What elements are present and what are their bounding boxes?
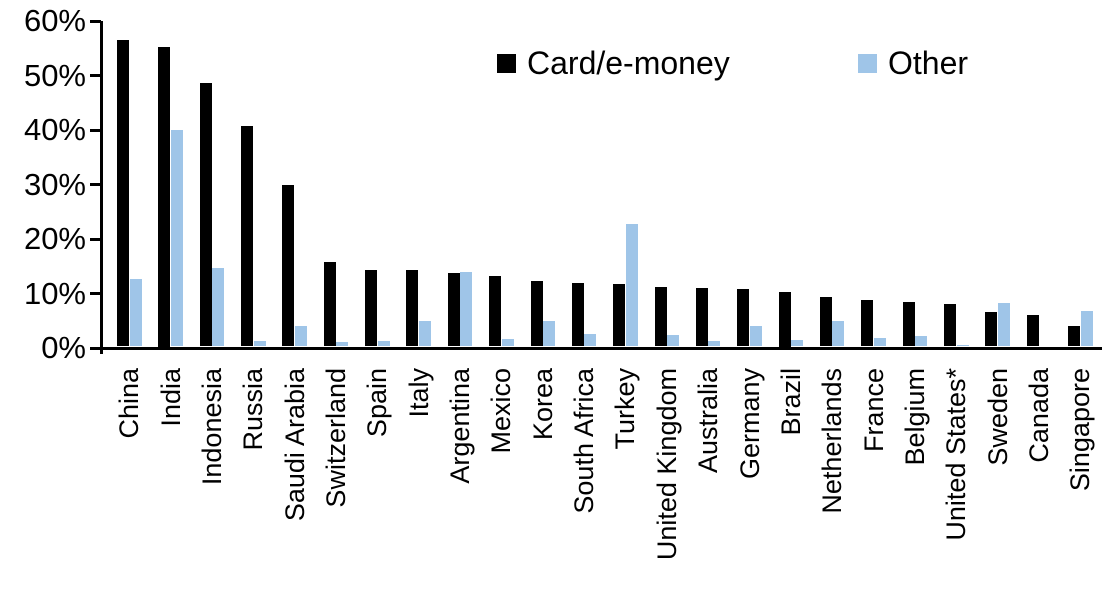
x-axis-label: Switzerland <box>321 368 351 508</box>
y-tick-mark <box>90 237 101 241</box>
x-axis-label: Singapore <box>1065 368 1096 492</box>
x-axis-label: Canada <box>1023 368 1054 463</box>
bar-other-russia <box>253 341 266 347</box>
x-axis-label: Saudi Arabia <box>279 368 310 522</box>
bar-card-e-money-india <box>158 46 171 347</box>
bar-card-e-money-turkey <box>613 283 626 347</box>
bar-other-singapore <box>1080 311 1093 347</box>
bar-other-sweden <box>997 302 1010 347</box>
x-axis-label: France <box>858 368 889 453</box>
bar-other-korea <box>543 321 555 347</box>
x-axis-line <box>90 346 1102 350</box>
bar-card-e-money-spain <box>365 269 378 347</box>
legend-label-card-e-money: Card/e-money <box>527 44 730 81</box>
bar-other-india <box>170 130 183 347</box>
bar-card-e-money-indonesia <box>199 82 212 347</box>
y-tick-label: 30% <box>23 166 86 202</box>
bar-other-italy <box>418 321 431 347</box>
y-tick-label: 10% <box>23 275 86 311</box>
y-tick-mark <box>90 74 101 77</box>
x-axis-label: India <box>155 368 186 427</box>
bar-card-e-money-russia <box>241 125 254 347</box>
y-tick-label: 60% <box>23 3 86 38</box>
legend-item-other: Other <box>858 45 968 81</box>
bar-other-france <box>873 338 886 347</box>
bar-card-e-money-belgium <box>902 301 915 347</box>
x-axis-label: Netherlands <box>817 368 848 514</box>
bar-other-south-africa <box>584 333 597 347</box>
x-axis-label: South Africa <box>569 368 600 514</box>
x-axis-label: Spain <box>362 368 393 438</box>
x-axis-label: Russia <box>238 368 269 451</box>
bar-card-e-money-netherlands <box>819 296 832 347</box>
bar-card-e-money-italy <box>406 270 419 347</box>
legend-item-card-e-money: Card/e-money <box>497 45 730 81</box>
bar-card-e-money-germany <box>737 288 750 347</box>
x-axis-label: Italy <box>403 368 434 418</box>
x-axis-label: United States* <box>941 368 972 541</box>
bar-card-e-money-united-states- <box>944 303 956 347</box>
bar-card-e-money-saudi-arabia <box>282 184 295 347</box>
bar-card-e-money-china <box>117 40 129 347</box>
bar-other-turkey <box>625 224 638 347</box>
x-axis-label: Turkey <box>610 368 641 450</box>
y-tick-label: 20% <box>23 221 86 256</box>
bar-other-mexico <box>501 338 514 347</box>
bar-card-e-money-south-africa <box>571 282 584 347</box>
x-axis-label: China <box>114 368 145 439</box>
bar-other-saudi-arabia <box>294 325 307 347</box>
y-tick-label: 40% <box>23 112 86 147</box>
y-tick-mark <box>90 292 101 295</box>
bar-other-indonesia <box>212 268 225 347</box>
bar-card-e-money-argentina <box>447 273 460 347</box>
bar-other-australia <box>708 341 721 347</box>
y-axis-line <box>100 21 103 354</box>
y-tick-mark <box>90 128 101 132</box>
bar-other-china <box>129 279 142 347</box>
bar-card-e-money-united-kingdom <box>654 286 667 347</box>
bar-other-brazil <box>791 339 804 347</box>
bar-other-united-states- <box>956 344 969 347</box>
bar-other-argentina <box>460 271 473 347</box>
y-tick-mark <box>90 19 101 23</box>
bar-card-e-money-mexico <box>489 276 502 347</box>
x-axis-label: Korea <box>527 368 558 441</box>
y-tick-label: 50% <box>23 57 86 93</box>
y-tick-label: 0% <box>41 330 86 365</box>
x-axis-label: Mexico <box>486 368 517 454</box>
x-axis-label: Sweden <box>982 368 1013 466</box>
bar-card-e-money-switzerland <box>323 262 336 347</box>
bar-other-united-kingdom <box>667 334 680 347</box>
bar-other-spain <box>377 341 390 347</box>
x-axis-label: Germany <box>734 368 765 480</box>
x-axis-label: United Kingdom <box>651 368 682 561</box>
bar-card-e-money-canada <box>1026 315 1039 347</box>
bar-card-e-money-australia <box>695 287 708 347</box>
x-axis-label: Belgium <box>899 368 930 466</box>
bar-other-netherlands <box>832 320 845 347</box>
bar-card-e-money-france <box>861 299 874 347</box>
bar-card-e-money-sweden <box>985 311 998 347</box>
bar-other-switzerland <box>336 342 349 347</box>
bar-card-e-money-korea <box>530 280 543 347</box>
bar-card-e-money-singapore <box>1068 325 1081 347</box>
x-axis-label: Argentina <box>445 368 476 484</box>
x-axis-label: Indonesia <box>196 368 227 486</box>
x-axis-label: Australia <box>693 368 724 474</box>
bar-card-e-money-brazil <box>778 292 791 347</box>
legend-label-other: Other <box>888 44 969 81</box>
bar-other-germany <box>749 325 762 347</box>
y-tick-mark <box>90 183 101 186</box>
card-e-money-swatch-icon <box>497 53 516 73</box>
other-swatch-icon <box>858 53 877 73</box>
bar-other-belgium <box>915 336 928 347</box>
x-axis-label: Brazil <box>775 368 806 436</box>
